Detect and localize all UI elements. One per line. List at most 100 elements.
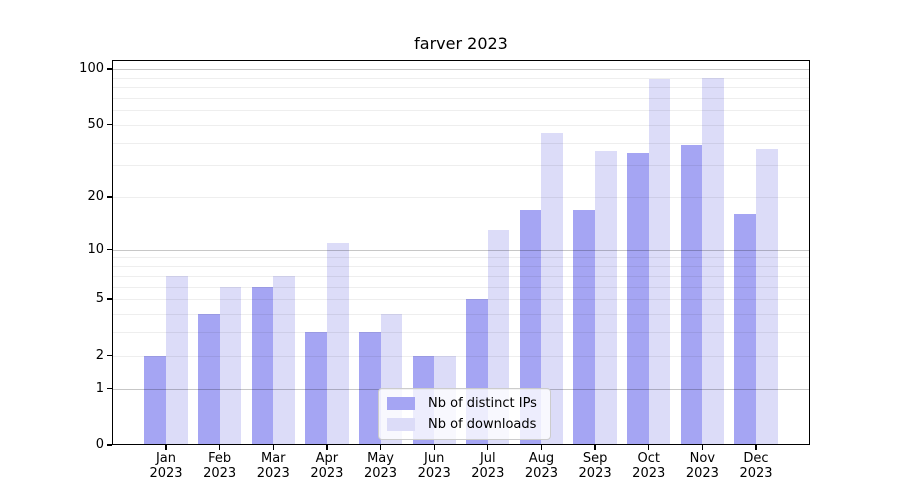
x-tick-label-year-nov: 2023	[685, 466, 719, 481]
x-tick-aug	[540, 445, 543, 450]
x-tick-label-oct: Oct 2023	[617, 451, 681, 481]
x-tick-oct	[648, 445, 650, 450]
bar-nb-of-distinct-ips-oct	[627, 153, 649, 445]
y-tick-label-10: 10	[87, 241, 104, 257]
x-tick-apr	[326, 445, 328, 450]
bar-nb-of-distinct-ips-dec	[734, 214, 756, 445]
bar-nb-of-downloads-sep	[595, 150, 617, 445]
legend-row-nb-of-downloads: Nb of downloads	[387, 417, 537, 432]
y-gridline-minor-2	[112, 355, 810, 357]
x-tick-mar	[272, 445, 274, 450]
x-tick-label-mar: Mar 2023	[241, 451, 305, 481]
x-tick-label-year-aug: 2023	[524, 466, 558, 481]
x-tick-label-nov: Nov 2023	[670, 451, 734, 481]
y-gridline-minor-8	[112, 266, 810, 268]
y-tick-label-20: 20	[87, 189, 104, 205]
y-tick-label-5: 5	[95, 291, 104, 307]
y-tick-50	[107, 124, 112, 126]
x-tick-label-may: May 2023	[349, 451, 413, 481]
bar-nb-of-downloads-oct	[648, 79, 671, 445]
y-gridline-minor-40	[112, 142, 810, 144]
y-gridline-minor-4	[112, 313, 810, 315]
x-tick-label-month-aug: Aug	[528, 451, 555, 466]
x-tick-label-year-feb: 2023	[203, 466, 237, 481]
x-tick-may	[379, 445, 382, 450]
x-tick-sep	[594, 445, 596, 450]
bar-nb-of-downloads-dec	[756, 148, 778, 445]
y-gridline-minor-3	[112, 332, 810, 334]
bar-nb-of-distinct-ips-mar	[251, 286, 274, 445]
x-tick-label-month-jul: Jul	[479, 451, 496, 466]
x-tick-label-month-sep: Sep	[582, 451, 608, 466]
x-tick-label-apr: Apr 2023	[295, 451, 359, 481]
bar-nb-of-distinct-ips-jan	[144, 355, 166, 445]
y-gridline-minor-20	[112, 197, 810, 199]
bar-nb-of-downloads-feb	[219, 286, 242, 445]
y-tick-100	[107, 68, 112, 70]
bar-nb-of-distinct-ips-feb	[198, 313, 220, 445]
x-tick-label-year-jul: 2023	[471, 466, 505, 481]
x-tick-nov	[701, 445, 703, 450]
x-tick-label-month-may: May	[367, 451, 394, 466]
x-tick-label-feb: Feb 2023	[188, 451, 252, 481]
x-tick-label-jan: Jan 2023	[134, 451, 198, 481]
legend-row-nb-of-distinct-ips: Nb of distinct IPs	[387, 396, 537, 411]
x-tick-dec	[755, 445, 757, 450]
x-tick-jul	[487, 445, 489, 450]
y-tick-10	[107, 249, 112, 251]
y-gridline-minor-5	[112, 299, 810, 301]
y-gridline-minor-6	[112, 286, 810, 288]
x-tick-label-year-dec: 2023	[739, 466, 773, 481]
chart-title: farver 2023	[414, 34, 508, 53]
x-tick-label-month-dec: Dec	[743, 451, 769, 466]
bar-nb-of-distinct-ips-sep	[573, 209, 596, 445]
x-tick-label-month-jun: Jun	[424, 451, 445, 466]
y-tick-1	[107, 387, 112, 390]
bar-nb-of-distinct-ips-apr	[305, 332, 327, 445]
x-tick-label-year-mar: 2023	[256, 466, 290, 481]
y-tick-2	[107, 354, 112, 357]
x-tick-label-month-mar: Mar	[261, 451, 286, 466]
x-tick-label-year-jun: 2023	[417, 466, 451, 481]
legend-label-nb-of-distinct-ips: Nb of distinct IPs	[428, 396, 537, 411]
y-tick-20	[107, 196, 112, 198]
y-tick-label-2: 2	[95, 347, 104, 363]
bar-nb-of-downloads-jan	[166, 275, 188, 445]
x-tick-label-jun: Jun 2023	[402, 451, 466, 481]
y-tick-label-50: 50	[87, 116, 104, 132]
x-tick-jun	[433, 445, 435, 450]
bar-nb-of-downloads-mar	[273, 275, 295, 445]
x-tick-label-year-oct: 2023	[632, 466, 666, 481]
x-tick-label-dec: Dec 2023	[724, 451, 788, 481]
y-gridline-minor-9	[112, 257, 810, 259]
legend-label-nb-of-downloads: Nb of downloads	[428, 417, 537, 432]
bar-nb-of-distinct-ips-aug	[519, 209, 542, 445]
x-tick-label-month-apr: Apr	[315, 451, 339, 466]
y-gridline-minor-60	[112, 110, 810, 112]
x-tick-label-sep: Sep 2023	[563, 451, 627, 481]
legend: Nb of distinct IPs Nb of downloads	[378, 388, 551, 440]
y-gridline-minor-50	[112, 124, 810, 126]
x-tick-label-year-may: 2023	[363, 466, 398, 481]
legend-swatch-nb-of-downloads	[387, 418, 415, 431]
x-tick-label-month-nov: Nov	[689, 451, 716, 466]
bar-nb-of-downloads-apr	[326, 242, 349, 445]
y-tick-0	[107, 444, 112, 446]
x-tick-label-year-jan: 2023	[149, 466, 183, 481]
bar-nb-of-distinct-ips-nov	[680, 144, 703, 445]
y-gridline-major-100	[112, 69, 810, 71]
y-gridline-minor-80	[112, 87, 810, 89]
x-tick-label-year-sep: 2023	[578, 466, 612, 481]
legend-swatch-nb-of-distinct-ips	[387, 397, 415, 410]
y-gridline-minor-90	[112, 77, 810, 79]
y-gridline-minor-70	[112, 97, 810, 99]
y-gridline-minor-30	[112, 165, 810, 167]
y-gridline-major-10	[112, 249, 810, 251]
bar-nb-of-distinct-ips-may	[358, 332, 381, 445]
bar-nb-of-downloads-aug	[541, 133, 564, 445]
bar-nb-of-downloads-nov	[702, 77, 724, 445]
x-tick-label-month-oct: Oct	[637, 451, 660, 466]
y-tick-label-1: 1	[95, 380, 104, 396]
y-tick-5	[107, 298, 112, 300]
x-tick-feb	[218, 445, 221, 450]
